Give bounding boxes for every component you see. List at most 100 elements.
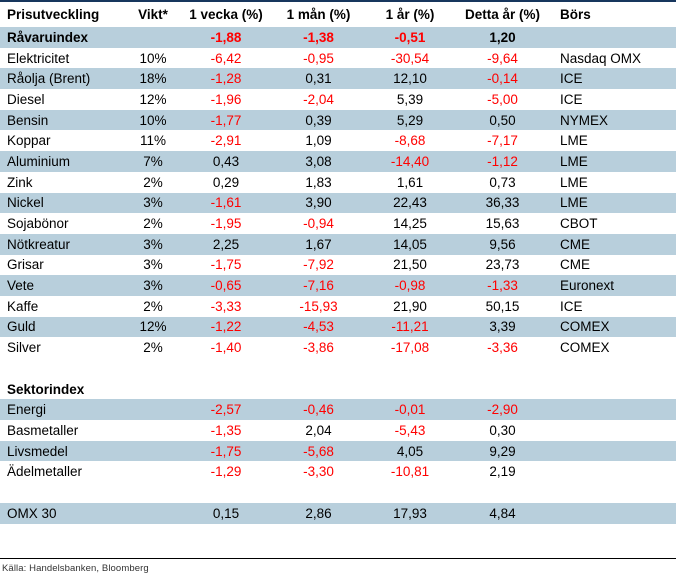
cell-name: Vete [0,275,126,296]
table-row: Livsmedel -1,75 -5,68 4,05 9,29 [0,440,676,462]
cell-exchange: Euronext [550,275,676,296]
table-row: Basmetaller -1,35 2,04 -5,43 0,30 [0,420,676,441]
cell-1-year: 5,29 [365,109,455,131]
cell-exchange [550,502,676,524]
column-header-prisutveckling: Prisutveckling [7,7,100,22]
table-row: Energi -2,57 -0,46 -0,01 -2,90 [0,399,676,421]
cell-1-month: -15,93 [299,298,338,314]
cell-1-month: -4,53 [272,316,365,338]
table-row: Nickel 3% -1,61 3,90 22,43 36,33 LME [0,192,676,214]
cell-1-month: 3,08 [272,151,365,172]
cell-ytd: 15,63 [485,216,520,232]
cell-name: Elektricitet [7,50,70,66]
cell-weight: 3% [143,257,163,273]
table-row: Silver 2% -1,40 -3,86 -17,08 -3,36 COMEX [0,337,676,358]
cell-name [0,358,126,379]
cell-ytd [455,379,550,400]
cell-1-week: -6,42 [210,50,242,66]
table-row: Nötkreatur 3% 2,25 1,67 14,05 9,56 CME [0,233,676,255]
cell-1-year: 21,90 [393,298,427,314]
cell-1-month: 2,04 [305,422,332,438]
column-header-1-vecka: 1 vecka (%) [189,7,263,22]
cell-ytd: -1,12 [455,151,550,172]
cell-1-week: -1,95 [210,216,242,232]
cell-ytd: 0,50 [455,109,550,131]
cell-ytd: -2,90 [455,399,550,421]
cell-1-year: 1,61 [396,174,424,190]
cell-weight [126,482,180,503]
cell-exchange: Nasdaq OMX [560,50,642,66]
cell-name: Ädelmetaller [7,464,83,480]
cell-1-year: -11,21 [365,316,455,338]
cell-1-month: -3,30 [303,464,334,480]
cell-name: Guld [0,316,126,338]
cell-weight: 10% [139,50,167,66]
cell-ytd: -0,14 [455,68,550,90]
cell-1-year [365,358,455,379]
table-row: Råolja (Brent) 18% -1,28 0,31 12,10 -0,14 ICE [0,68,676,90]
cell-1-week: 0,15 [180,502,272,524]
cell-weight [126,502,180,524]
cell-1-week: -2,91 [210,133,242,149]
cell-exchange: LME [560,133,588,149]
cell-1-year: 12,10 [365,68,455,90]
cell-ytd: 0,73 [489,174,516,190]
cell-1-month: -0,46 [272,399,365,421]
cell-1-year: 5,39 [396,91,424,107]
cell-ytd: 9,29 [455,440,550,462]
header-row: Prisutveckling Vikt* 1 vecka (%) 1 mån (… [0,2,676,27]
cell-1-week: -1,28 [180,68,272,90]
cell-1-year: -17,08 [390,340,430,356]
cell-name: Kaffe [7,298,39,314]
cell-1-year: 21,50 [393,257,427,273]
cell-exchange: LME [560,174,588,190]
cell-1-month: -5,68 [272,440,365,462]
cell-exchange: COMEX [550,316,676,338]
cell-weight: 2% [143,340,163,356]
cell-ytd: 2,19 [489,464,516,480]
cell-exchange: ICE [550,68,676,90]
cell-exchange: COMEX [560,340,610,356]
cell-1-month: 1,67 [272,233,365,255]
cell-weight: 2% [143,298,163,314]
cell-exchange: ICE [560,298,583,314]
cell-name: Sojabönor [7,216,69,232]
cell-1-year: 14,05 [365,233,455,255]
cell-1-year: -5,43 [394,422,426,438]
cell-exchange [550,440,676,462]
cell-1-month: -3,86 [303,340,334,356]
cell-1-month: -7,92 [303,257,334,273]
cell-exchange [550,420,676,441]
spacer-row [0,358,676,379]
cell-1-month: -0,95 [303,50,334,66]
spacer-row [0,482,676,503]
cell-exchange: NYMEX [550,109,676,131]
cell-weight: 11% [139,133,167,149]
column-header-detta-ar: Detta år (%) [464,7,540,22]
table-row: Koppar 11% -2,91 1,09 -8,68 -7,17 LME [0,130,676,151]
cell-exchange: LME [550,192,676,214]
cell-1-year: 14,25 [393,216,427,232]
cell-weight [126,399,180,421]
cell-1-year: -30,54 [390,50,430,66]
cell-ytd [455,358,550,379]
cell-exchange [550,399,676,421]
cell-exchange: CBOT [560,216,598,232]
table-row: Grisar 3% -1,75 -7,92 21,50 23,73 CME [0,255,676,276]
source-note: Källa: Handelsbanken, Bloomberg [2,563,149,574]
cell-weight [126,440,180,462]
cell-name: Nötkreatur [0,233,126,255]
cell-exchange: CME [550,233,676,255]
cell-weight: 3% [126,192,180,214]
cell-weight: 10% [126,109,180,131]
cell-1-year: -10,81 [390,464,430,480]
cell-name: Nickel [0,192,126,214]
table-row: Elektricitet 10% -6,42 -0,95 -30,54 -9,64 Nasd… [0,48,676,69]
cell-1-month: -0,94 [303,216,334,232]
cell-weight [126,27,180,48]
cell-name: Råvaruindex [0,27,126,48]
cell-1-year: -8,68 [394,133,426,149]
cell-name: Bensin [0,109,126,131]
cell-1-week: -1,75 [210,257,242,273]
